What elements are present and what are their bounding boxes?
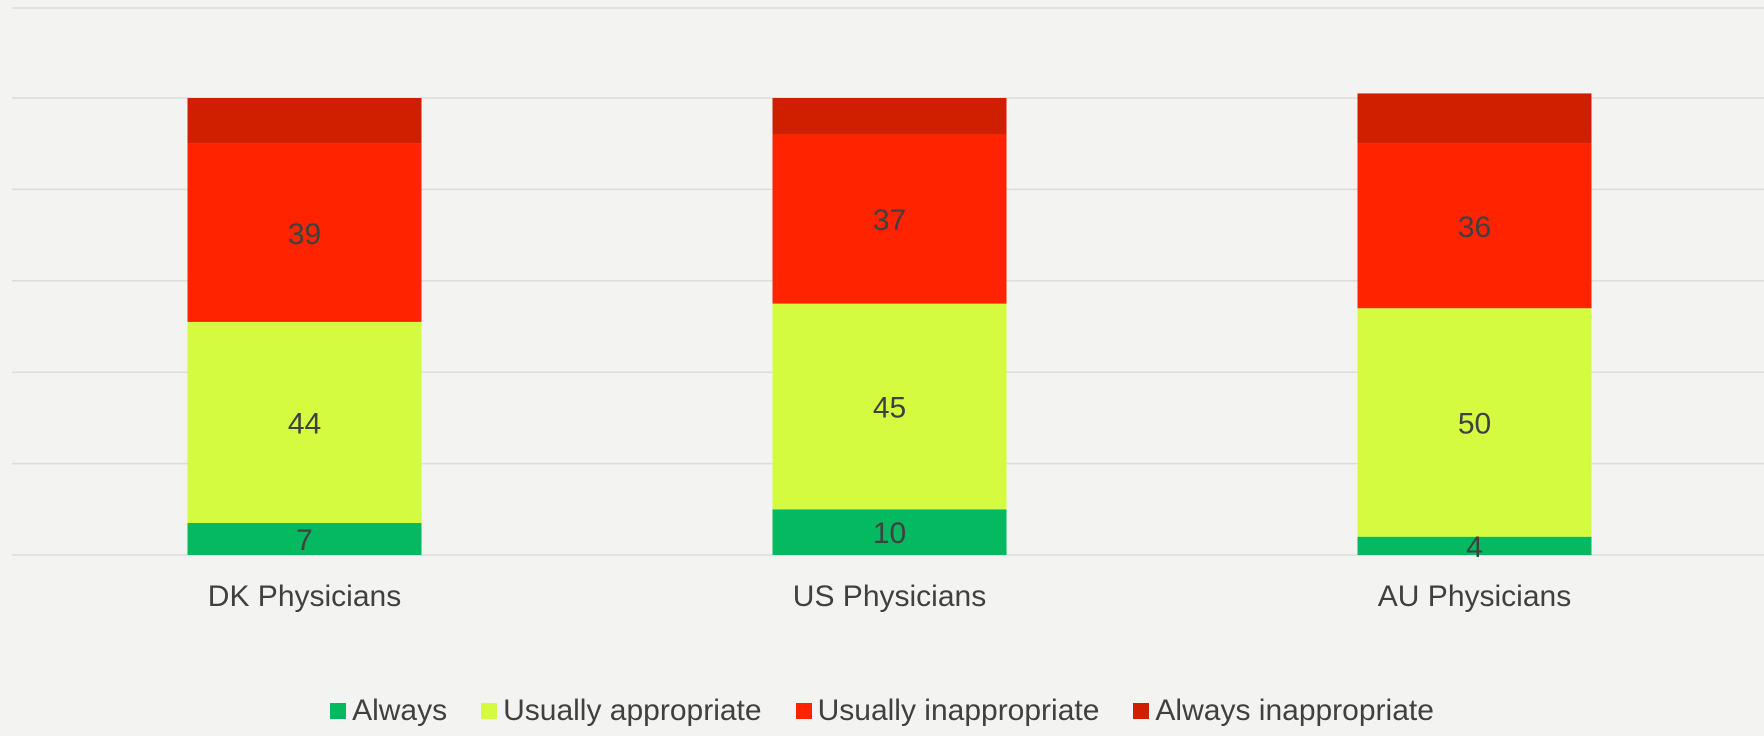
data-label: 44 xyxy=(288,407,321,440)
legend-swatch xyxy=(1133,703,1150,719)
bar-segment xyxy=(1357,93,1592,144)
bars xyxy=(187,93,1592,555)
data-label: 37 xyxy=(873,204,906,237)
legend-swatch xyxy=(795,703,812,719)
data-labels: 7 44 39 10 45 37 4 50 36 xyxy=(288,204,1491,564)
legend-swatch xyxy=(330,703,347,719)
legend-label: Usually appropriate xyxy=(503,694,762,727)
bar-segment xyxy=(1357,308,1592,537)
bar-segment xyxy=(187,98,422,144)
data-label: 45 xyxy=(873,391,906,424)
legend-label: Usually inappropriate xyxy=(817,694,1100,727)
legend: Always Usually appropriate Usually inappro… xyxy=(0,694,1764,728)
data-label: 39 xyxy=(288,218,321,251)
legend-item: Always inappropriate xyxy=(1133,694,1434,728)
bar-segment xyxy=(772,134,1007,304)
data-label: 4 xyxy=(1466,531,1483,564)
legend-item: Usually inappropriate xyxy=(795,694,1100,728)
legend-label: Always xyxy=(352,694,448,727)
x-tick-label: US Physicians xyxy=(793,580,986,613)
bar-segment xyxy=(1357,536,1592,555)
bar-segment xyxy=(187,523,422,555)
bar-segment xyxy=(772,303,1007,510)
data-label: 10 xyxy=(873,517,906,550)
data-label: 50 xyxy=(1458,407,1491,440)
x-tick-label: DK Physicians xyxy=(208,580,401,613)
x-axis-tick-labels: DK Physicians US Physicians AU Physicians xyxy=(208,580,1571,613)
x-tick-label: AU Physicians xyxy=(1378,580,1571,613)
legend-label: Always inappropriate xyxy=(1155,694,1434,727)
bar-segment xyxy=(772,509,1007,555)
data-label: 7 xyxy=(296,524,313,557)
data-label: 36 xyxy=(1458,211,1491,244)
bar-segment xyxy=(1357,143,1592,309)
legend-item: Always xyxy=(330,694,447,728)
legend-swatch xyxy=(481,703,498,719)
bar-segment xyxy=(772,98,1007,135)
legend-item: Usually appropriate xyxy=(481,694,762,728)
bar-segment xyxy=(187,143,422,322)
bar-segment xyxy=(187,321,422,524)
